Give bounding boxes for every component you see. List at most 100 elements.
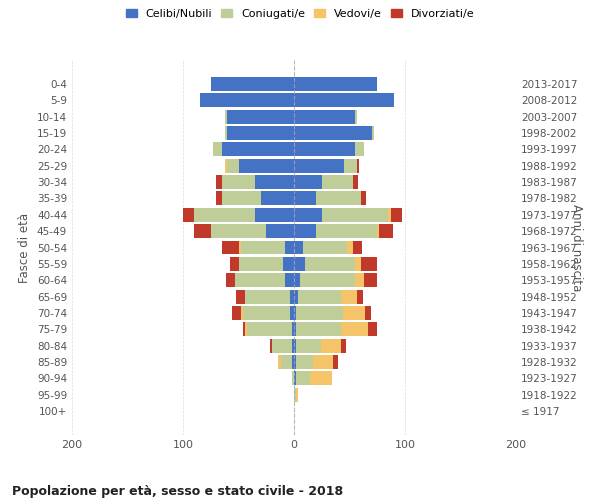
Bar	[388, 208, 391, 222]
Bar	[294, 77, 377, 91]
Bar	[281, 355, 292, 369]
Bar	[296, 355, 313, 369]
Y-axis label: Fasce di età: Fasce di età	[19, 212, 31, 282]
Bar	[235, 274, 285, 287]
Bar	[225, 159, 227, 172]
Bar	[194, 208, 255, 222]
Bar	[294, 175, 322, 189]
Bar	[227, 159, 239, 172]
Bar	[316, 224, 377, 238]
Bar	[322, 175, 353, 189]
Bar	[355, 142, 364, 156]
Bar	[365, 306, 371, 320]
Bar	[245, 290, 290, 304]
Bar	[266, 224, 294, 238]
Bar	[278, 355, 281, 369]
Bar	[320, 338, 341, 352]
Bar	[260, 192, 294, 205]
Bar	[296, 322, 341, 336]
Bar	[347, 240, 353, 254]
Bar	[355, 110, 357, 124]
Bar	[368, 322, 377, 336]
Bar	[372, 126, 374, 140]
Bar	[226, 274, 235, 287]
Bar	[294, 306, 296, 320]
Bar	[294, 192, 316, 205]
Bar	[285, 240, 294, 254]
Bar	[211, 77, 294, 91]
Bar	[222, 142, 294, 156]
Bar	[364, 274, 377, 287]
Legend: Celibi/Nubili, Coniugati/e, Vedovi/e, Divorziati/e: Celibi/Nubili, Coniugati/e, Vedovi/e, Di…	[122, 6, 478, 22]
Bar	[296, 338, 320, 352]
Bar	[294, 159, 344, 172]
Bar	[316, 192, 361, 205]
Bar	[292, 338, 294, 352]
Bar	[294, 110, 355, 124]
Bar	[292, 322, 294, 336]
Bar	[243, 322, 245, 336]
Bar	[294, 290, 298, 304]
Bar	[239, 159, 294, 172]
Bar	[213, 142, 222, 156]
Bar	[230, 257, 239, 271]
Bar	[294, 355, 296, 369]
Bar	[299, 274, 355, 287]
Bar	[355, 274, 364, 287]
Bar	[294, 274, 299, 287]
Bar	[294, 322, 296, 336]
Bar	[341, 338, 346, 352]
Bar	[241, 240, 285, 254]
Bar	[241, 306, 243, 320]
Bar	[305, 257, 355, 271]
Bar	[343, 306, 365, 320]
Bar	[236, 290, 245, 304]
Bar	[294, 224, 316, 238]
Bar	[296, 372, 310, 386]
Bar	[294, 126, 372, 140]
Bar	[247, 322, 292, 336]
Bar	[269, 338, 272, 352]
Bar	[303, 240, 347, 254]
Bar	[361, 257, 377, 271]
Bar	[255, 175, 294, 189]
Bar	[310, 372, 332, 386]
Bar	[344, 159, 357, 172]
Bar	[183, 208, 194, 222]
Bar	[294, 94, 394, 108]
Bar	[283, 257, 294, 271]
Bar	[290, 306, 294, 320]
Bar	[296, 306, 343, 320]
Bar	[341, 322, 368, 336]
Bar	[294, 257, 305, 271]
Bar	[294, 388, 296, 402]
Bar	[341, 290, 357, 304]
Bar	[294, 372, 296, 386]
Bar	[225, 110, 227, 124]
Bar	[216, 192, 222, 205]
Bar	[333, 355, 338, 369]
Bar	[292, 355, 294, 369]
Y-axis label: Anni di nascita: Anni di nascita	[570, 204, 583, 291]
Bar	[272, 338, 292, 352]
Bar	[353, 240, 362, 254]
Bar	[290, 290, 294, 304]
Bar	[200, 94, 294, 108]
Bar	[222, 192, 260, 205]
Bar	[313, 355, 333, 369]
Bar	[243, 306, 290, 320]
Bar	[294, 142, 355, 156]
Bar	[245, 322, 247, 336]
Bar	[225, 126, 227, 140]
Bar	[238, 257, 283, 271]
Bar	[355, 257, 361, 271]
Bar	[296, 388, 298, 402]
Bar	[255, 208, 294, 222]
Bar	[232, 306, 241, 320]
Text: Popolazione per età, sesso e stato civile - 2018: Popolazione per età, sesso e stato civil…	[12, 484, 343, 498]
Bar	[294, 240, 303, 254]
Bar	[211, 224, 266, 238]
Bar	[292, 372, 294, 386]
Bar	[377, 224, 379, 238]
Bar	[222, 240, 239, 254]
